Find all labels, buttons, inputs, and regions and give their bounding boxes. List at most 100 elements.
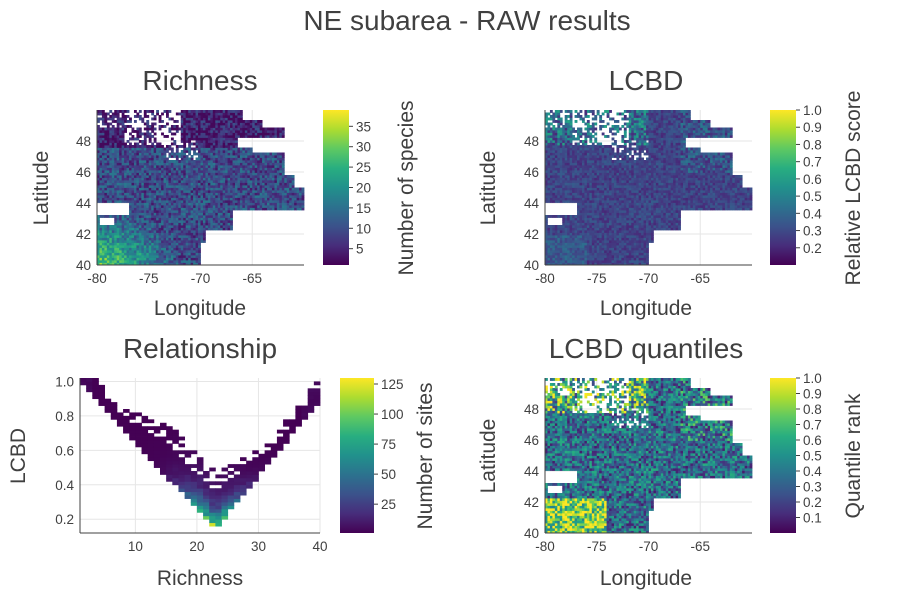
heatmap-cell — [601, 205, 605, 208]
heatmap-cell — [594, 207, 598, 211]
heatmap-cell — [574, 142, 578, 146]
heatmap-cell — [156, 242, 159, 246]
heatmap-cell — [252, 160, 256, 163]
heatmap-cell — [247, 202, 251, 206]
heatmap-cell — [138, 195, 142, 198]
heatmap-cell — [143, 155, 147, 158]
heatmap-cell — [198, 155, 201, 158]
heatmap-cell — [133, 110, 137, 113]
heatmap-cell — [124, 215, 127, 218]
heatmap-cell — [183, 145, 187, 148]
heatmap-cell — [299, 190, 302, 193]
heatmap-cell — [276, 155, 280, 158]
heatmap-cell — [599, 182, 603, 186]
heatmap-cell — [227, 145, 231, 148]
panel-title: Richness — [142, 65, 257, 96]
heatmap-cell — [225, 200, 228, 203]
heatmap-cell — [114, 215, 118, 218]
heatmap-cell — [562, 240, 566, 243]
heatmap-cell — [581, 132, 585, 136]
heatmap-cell — [581, 185, 585, 188]
heatmap-cell — [121, 262, 125, 266]
heatmap-cell — [163, 250, 167, 253]
heatmap-cell — [146, 255, 150, 258]
heatmap-cell — [146, 187, 150, 191]
heatmap-cell — [235, 195, 238, 198]
heatmap-cell — [594, 147, 598, 151]
heatmap-cell — [114, 192, 118, 196]
heatmap-cell — [239, 152, 243, 156]
heatmap-cell — [148, 110, 152, 113]
heatmap-cell — [109, 117, 113, 121]
heatmap-cell — [212, 162, 216, 166]
heatmap-cell — [549, 227, 553, 231]
heatmap-cell — [562, 185, 566, 188]
heatmap-cell — [173, 152, 177, 156]
heatmap-cell — [572, 175, 575, 178]
heatmap-cell — [547, 145, 551, 148]
heatmap-cell — [547, 260, 551, 263]
heatmap-cell — [151, 195, 155, 198]
heatmap-cell — [264, 167, 268, 171]
heatmap-cell — [215, 157, 219, 161]
heatmap-cell — [202, 207, 206, 211]
heatmap-cell — [202, 142, 206, 146]
heatmap-cell — [168, 235, 172, 238]
heatmap-cell — [584, 162, 588, 166]
heatmap-cell — [148, 182, 152, 186]
heatmap-cell — [185, 165, 189, 168]
heatmap-cell — [109, 177, 113, 181]
heatmap-cell — [237, 130, 241, 133]
heatmap-cell — [207, 182, 211, 186]
heatmap-cell — [205, 212, 209, 216]
heatmap-cell — [591, 202, 595, 206]
heatmap-cell — [183, 222, 187, 226]
heatmap-cell — [220, 152, 224, 156]
heatmap-cell — [168, 145, 172, 148]
heatmap-cell — [148, 145, 152, 148]
heatmap-cell — [193, 230, 196, 233]
heatmap-cell — [99, 235, 103, 238]
heatmap-cell — [101, 255, 105, 258]
heatmap-cell — [584, 232, 588, 236]
heatmap-cell — [121, 192, 125, 196]
heatmap-cell — [198, 230, 201, 233]
heatmap-cell — [579, 207, 583, 211]
heatmap-cell — [559, 132, 563, 136]
heatmap-cell — [198, 247, 201, 251]
heatmap-cell — [158, 145, 162, 148]
heatmap-cell — [567, 185, 571, 188]
heatmap-cell — [136, 177, 140, 181]
heatmap-cell — [119, 150, 123, 153]
heatmap-cell — [131, 262, 135, 266]
heatmap-cell — [212, 190, 216, 193]
heatmap-cell — [183, 142, 187, 146]
heatmap-cell — [202, 165, 206, 168]
heatmap-cell — [99, 187, 103, 191]
heatmap-cell — [552, 215, 556, 218]
heatmap-cell — [133, 167, 137, 171]
heatmap-cell — [124, 155, 127, 158]
heatmap-cell — [591, 225, 595, 228]
heatmap-cell — [212, 167, 216, 171]
heatmap-cell — [185, 132, 189, 136]
heatmap-cell — [264, 155, 268, 158]
heatmap-cell — [547, 130, 551, 133]
heatmap-cell — [296, 197, 300, 201]
heatmap-cell — [574, 227, 578, 231]
heatmap-cell — [601, 145, 605, 148]
heatmap-cell — [554, 225, 558, 228]
heatmap-cell — [161, 165, 164, 168]
heatmap-cell — [202, 172, 206, 176]
heatmap-cell — [552, 240, 556, 243]
heatmap-cell — [168, 185, 172, 188]
heatmap-cell — [222, 152, 226, 156]
heatmap-cell — [173, 180, 177, 183]
heatmap-cell — [121, 127, 125, 131]
heatmap-cell — [200, 215, 204, 218]
heatmap-cell — [205, 182, 209, 186]
heatmap-cell — [207, 145, 211, 148]
heatmap-cell — [156, 237, 159, 241]
heatmap-cell — [220, 110, 224, 113]
heatmap-cell — [136, 210, 140, 213]
